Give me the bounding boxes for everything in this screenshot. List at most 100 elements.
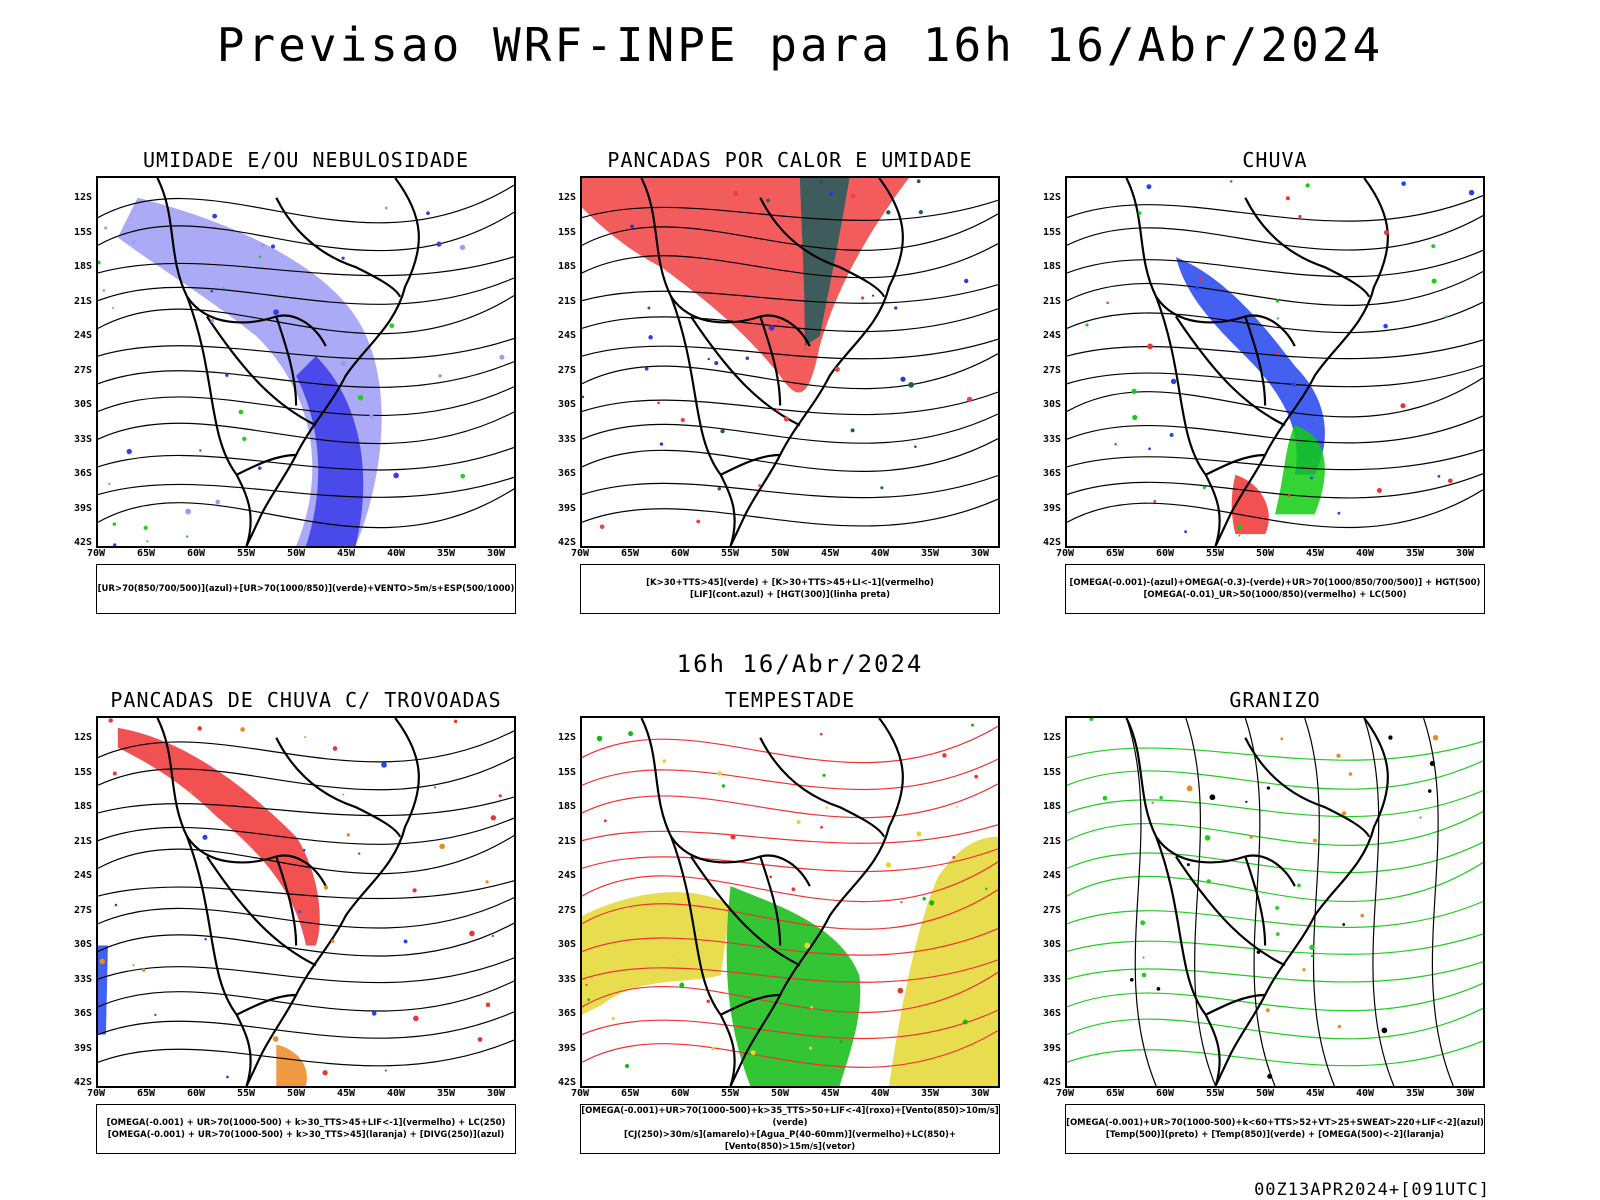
latitude-tick-label: 21S (73, 295, 92, 307)
model-run-label: 00Z13APR2024+[091UTC] (1254, 1180, 1490, 1200)
latitude-tick-label: 42S (73, 537, 92, 548)
latitude-tick-label: 36S (73, 468, 92, 479)
latitude-tick-label: 42S (557, 1077, 576, 1088)
longitude-tick-label: 30W (970, 1088, 990, 1099)
latitude-tick-label: 18S (557, 801, 576, 812)
longitude-tick-label: 70W (1055, 1088, 1075, 1099)
latitude-tick-label: 30S (1042, 399, 1061, 410)
legend-line: [OMEGA(-0.001)+UR>70(1000-500)+k>35_TTS>… (581, 1106, 999, 1128)
shaded-fields (582, 836, 998, 1086)
panel-title: CHUVA (1242, 148, 1308, 172)
latitude-tick-label: 39S (73, 1042, 92, 1054)
panel-legend: [OMEGA(-0.001)+UR>70(1000-500)+k>35_TTS>… (580, 1104, 1000, 1154)
latitude-tick-label: 36S (557, 468, 576, 479)
latitude-tick-label: 24S (1042, 330, 1061, 341)
latitude-tick-label: 21S (1042, 835, 1061, 847)
country-borders (156, 718, 420, 1086)
page-title: Previsao WRF-INPE para 16h 16/Abr/2024 (216, 18, 1384, 72)
latitude-tick-label: 36S (73, 1008, 92, 1019)
longitude-tick-label: 45W (1305, 548, 1325, 559)
longitude-tick-label: 55W (1205, 548, 1225, 559)
latitude-tick-label: 15S (73, 766, 92, 778)
latitude-tick-label: 12S (557, 192, 576, 203)
longitude-tick-label: 65W (136, 1088, 156, 1099)
longitude-tick-label: 50W (1255, 548, 1275, 559)
longitude-tick-label: 45W (820, 548, 840, 559)
map-canvas (582, 718, 998, 1086)
latitude-tick-label: 24S (557, 870, 576, 881)
latitude-tick-label: 27S (557, 364, 576, 376)
latitude-tick-label: 33S (557, 973, 576, 985)
map-panel-2: PANCADAS POR CALOR E UMIDADE 12S 15S 18S 21S… (558, 148, 1000, 618)
scattered-cells (98, 206, 505, 546)
legend-line: [OMEGA(-0.01)_UR>50(1000/850)(vermelho) … (1143, 590, 1407, 600)
longitude-tick-label: 35W (1405, 548, 1425, 559)
panel-title: UMIDADE E/OU NEBULOSIDADE (142, 148, 470, 172)
forecast-map (580, 176, 1000, 548)
scattered-cells (1085, 180, 1475, 537)
longitude-tick-label: 45W (336, 1088, 356, 1099)
longitude-tick-label: 70W (1055, 548, 1075, 559)
panel-title: PANCADAS DE CHUVA C/ TROVOADAS (110, 688, 502, 712)
panel-legend: [UR>70(850/700/500)](azul)+[UR>70(1000/8… (96, 564, 516, 614)
country-borders (156, 178, 420, 546)
longitude-tick-label: 40W (386, 548, 406, 559)
legend-line: [K>30+TTS>45](verde) + [K>30+TTS>45+LI<-… (646, 578, 934, 588)
latitude-tick-label: 12S (73, 192, 92, 203)
latitude-tick-label: 21S (557, 835, 576, 847)
latitude-tick-label: 30S (1042, 939, 1061, 950)
latitude-tick-label: 39S (557, 1042, 576, 1054)
latitude-tick-label: 42S (1042, 537, 1061, 548)
latitude-tick-label: 21S (1042, 295, 1061, 307)
latitude-tick-label: 42S (73, 1077, 92, 1088)
longitude-tick-label: 45W (1305, 1088, 1325, 1099)
country-borders (1125, 178, 1389, 546)
bottom-row-subtitle: 16h 16/Abr/2024 (676, 650, 924, 678)
latitude-tick-label: 39S (557, 502, 576, 514)
latitude-tick-label: 24S (1042, 870, 1061, 881)
map-canvas (98, 178, 514, 546)
country-borders (640, 718, 904, 1086)
scattered-cells (585, 723, 988, 1069)
latitude-tick-label: 39S (73, 502, 92, 514)
longitude-tick-label: 30W (486, 1088, 506, 1099)
map-canvas (98, 718, 514, 1086)
longitude-tick-label: 55W (720, 1088, 740, 1099)
latitude-tick-label: 12S (557, 732, 576, 743)
longitude-tick-label: 40W (1355, 548, 1375, 559)
panel-title: GRANIZO (1229, 688, 1321, 712)
panel-title: TEMPESTADE (724, 688, 856, 712)
latitude-tick-label: 15S (1042, 766, 1061, 778)
legend-line: [CJ(250)>30m/s](amarelo)+[Agua_P(40-60mm… (623, 1130, 957, 1152)
forecast-map (1065, 176, 1485, 548)
latitude-tick-label: 15S (1042, 226, 1061, 238)
longitude-tick-label: 40W (1355, 1088, 1375, 1099)
longitude-tick-label: 50W (286, 1088, 306, 1099)
latitude-tick-label: 12S (1042, 192, 1061, 203)
longitude-tick-label: 60W (670, 548, 690, 559)
map-canvas (1067, 718, 1483, 1086)
longitude-tick-label: 30W (970, 548, 990, 559)
latitude-tick-label: 18S (73, 261, 92, 272)
latitude-tick-label: 27S (557, 904, 576, 916)
map-panel-1: UMIDADE E/OU NEBULOSIDADE 12S 15S 18S 21S 24S… (74, 148, 516, 618)
longitude-tick-label: 35W (920, 1088, 940, 1099)
longitude-tick-label: 70W (86, 548, 106, 559)
latitude-tick-label: 42S (557, 537, 576, 548)
latitude-tick-label: 21S (557, 295, 576, 307)
longitude-tick-label: 30W (1455, 548, 1475, 559)
forecast-map (580, 716, 1000, 1088)
longitude-tick-label: 40W (870, 1088, 890, 1099)
contour-lines (1067, 740, 1483, 1067)
contour-lines (98, 184, 514, 529)
longitude-tick-label: 50W (770, 1088, 790, 1099)
latitude-tick-label: 33S (557, 433, 576, 445)
latitude-tick-label: 27S (1042, 364, 1061, 376)
latitude-tick-label: 15S (73, 226, 92, 238)
latitude-tick-label: 18S (557, 261, 576, 272)
latitude-tick-label: 30S (557, 939, 576, 950)
longitude-tick-label: 45W (820, 1088, 840, 1099)
scattered-cells (582, 179, 973, 530)
longitude-tick-label: 65W (620, 548, 640, 559)
legend-line: [UR>70(850/700/500)](azul)+[UR>70(1000/8… (97, 584, 515, 594)
